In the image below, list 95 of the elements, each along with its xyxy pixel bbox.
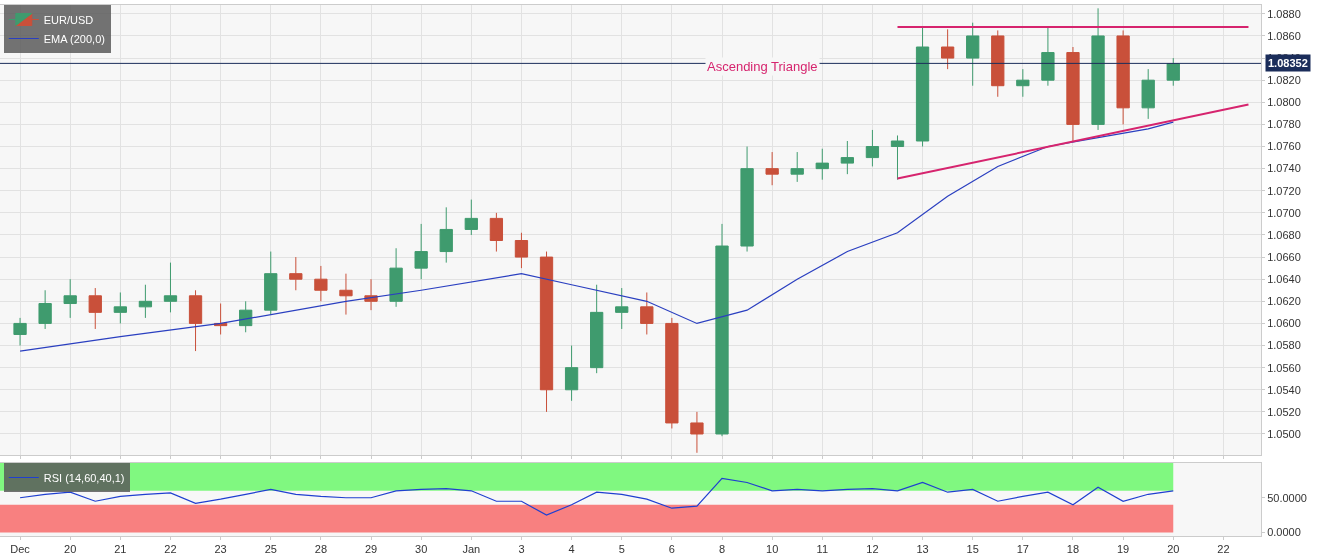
x-tick-label: 30 [415, 543, 428, 556]
y-tick-label: 1.0640 [1267, 273, 1301, 286]
y-tick-label: 1.0720 [1267, 184, 1301, 197]
y-tick-label: 1.0560 [1267, 361, 1301, 374]
candlestick [991, 29, 1005, 98]
x-tick-label: 8 [718, 543, 726, 556]
x-tick-label: 23 [214, 543, 227, 556]
candlestick [1041, 26, 1055, 87]
candlestick [264, 251, 278, 316]
legend-label: EUR/USD [43, 13, 94, 26]
x-tick-label: 22 [164, 543, 177, 556]
y-tick-label: 1.0660 [1267, 250, 1301, 263]
candlestick [1166, 57, 1180, 87]
candlestick [113, 291, 127, 324]
x-tick-label: 4 [568, 543, 575, 556]
x-tick-label: 20 [64, 543, 77, 556]
candlestick [464, 199, 478, 236]
y-tick-label: 1.0500 [1267, 427, 1301, 440]
y-tick-label: 1.0740 [1267, 162, 1301, 175]
candlestick [590, 284, 604, 374]
y-tick-label: 1.0780 [1267, 118, 1301, 131]
candlestick [890, 134, 905, 181]
y-tick-label: 1.0800 [1267, 96, 1301, 109]
candlestick [163, 262, 178, 313]
candlestick [1116, 29, 1130, 125]
candlestick [1016, 68, 1030, 98]
y-tick-label: 1.0880 [1267, 7, 1301, 20]
candlestick [966, 22, 980, 87]
candlestick [314, 265, 328, 302]
y-tick-label: 1.0620 [1267, 295, 1301, 308]
x-tick-label: 19 [1116, 543, 1130, 556]
candlestick [289, 256, 303, 291]
candlestick [188, 289, 203, 352]
y-tick-label: 1.0860 [1267, 29, 1301, 42]
x-tick-label: Dec [10, 543, 31, 556]
candlestick [88, 287, 102, 330]
candlestick [138, 284, 153, 319]
candlestick [63, 278, 77, 319]
y-tick-label: 1.0580 [1267, 339, 1301, 352]
ref-line-label: 1.08352 [1268, 57, 1308, 69]
x-tick-label: 17 [1016, 543, 1029, 556]
candlestick [414, 223, 428, 280]
x-tick-label: 11 [816, 543, 828, 556]
y-tick-label: 1.0680 [1267, 228, 1301, 241]
candlestick [539, 251, 554, 413]
candlestick [940, 28, 955, 70]
x-tick-label: 21 [114, 543, 127, 556]
candlestick [564, 345, 579, 402]
x-tick-label: 12 [866, 543, 879, 556]
candlestick [1091, 7, 1105, 131]
y-tick-label: 1.0600 [1267, 317, 1301, 330]
candlestick [665, 317, 679, 429]
candlestick [389, 247, 403, 308]
legend-label: EMA (200,0) [43, 32, 105, 45]
x-tick-label: 13 [916, 543, 929, 556]
x-tick-label: 3 [518, 543, 525, 556]
candlestick [38, 289, 52, 330]
x-tick-label: 20 [1167, 543, 1180, 556]
candlestick [740, 146, 754, 253]
y-tick-label: 1.0700 [1267, 206, 1301, 219]
candlestick [765, 151, 779, 186]
candlestick [865, 129, 880, 167]
candlestick [840, 140, 854, 175]
x-tick-label: 5 [618, 543, 625, 556]
candlestick [690, 411, 704, 454]
line-series [19, 121, 1174, 352]
legend-label: RSI (14,60,40,1) [43, 471, 125, 484]
candlestick [514, 232, 529, 269]
candlestick [489, 212, 504, 253]
candlestick [790, 151, 804, 183]
candlestick [615, 287, 629, 330]
x-tick-label: 15 [966, 543, 979, 556]
y-tick-label: 0.0000 [1267, 526, 1301, 539]
candlestick [439, 206, 453, 264]
y-tick-label: 1.0520 [1267, 405, 1301, 418]
candlestick [640, 291, 654, 335]
candlestick [13, 317, 27, 347]
y-tick-label: 1.0540 [1267, 383, 1301, 396]
x-tick-label: 22 [1217, 543, 1230, 556]
candlestick [815, 148, 829, 181]
candlestick [1141, 68, 1155, 120]
annotation: Ascending Triangle [707, 59, 818, 74]
candlestick [1066, 46, 1080, 142]
candlestick [339, 273, 353, 316]
x-tick-label: 28 [314, 543, 328, 556]
x-tick-label: 29 [364, 543, 378, 556]
candlestick [915, 26, 930, 148]
x-tick-label: 25 [264, 543, 277, 556]
y-tick-label: 1.0760 [1267, 140, 1301, 153]
y-tick-label: 1.0820 [1267, 74, 1301, 87]
x-tick-label: Jan [462, 543, 481, 556]
x-tick-label: 6 [668, 543, 675, 556]
x-tick-label: 18 [1066, 543, 1080, 556]
y-tick-label: 50.0000 [1267, 491, 1307, 504]
x-tick-label: 10 [766, 543, 779, 556]
